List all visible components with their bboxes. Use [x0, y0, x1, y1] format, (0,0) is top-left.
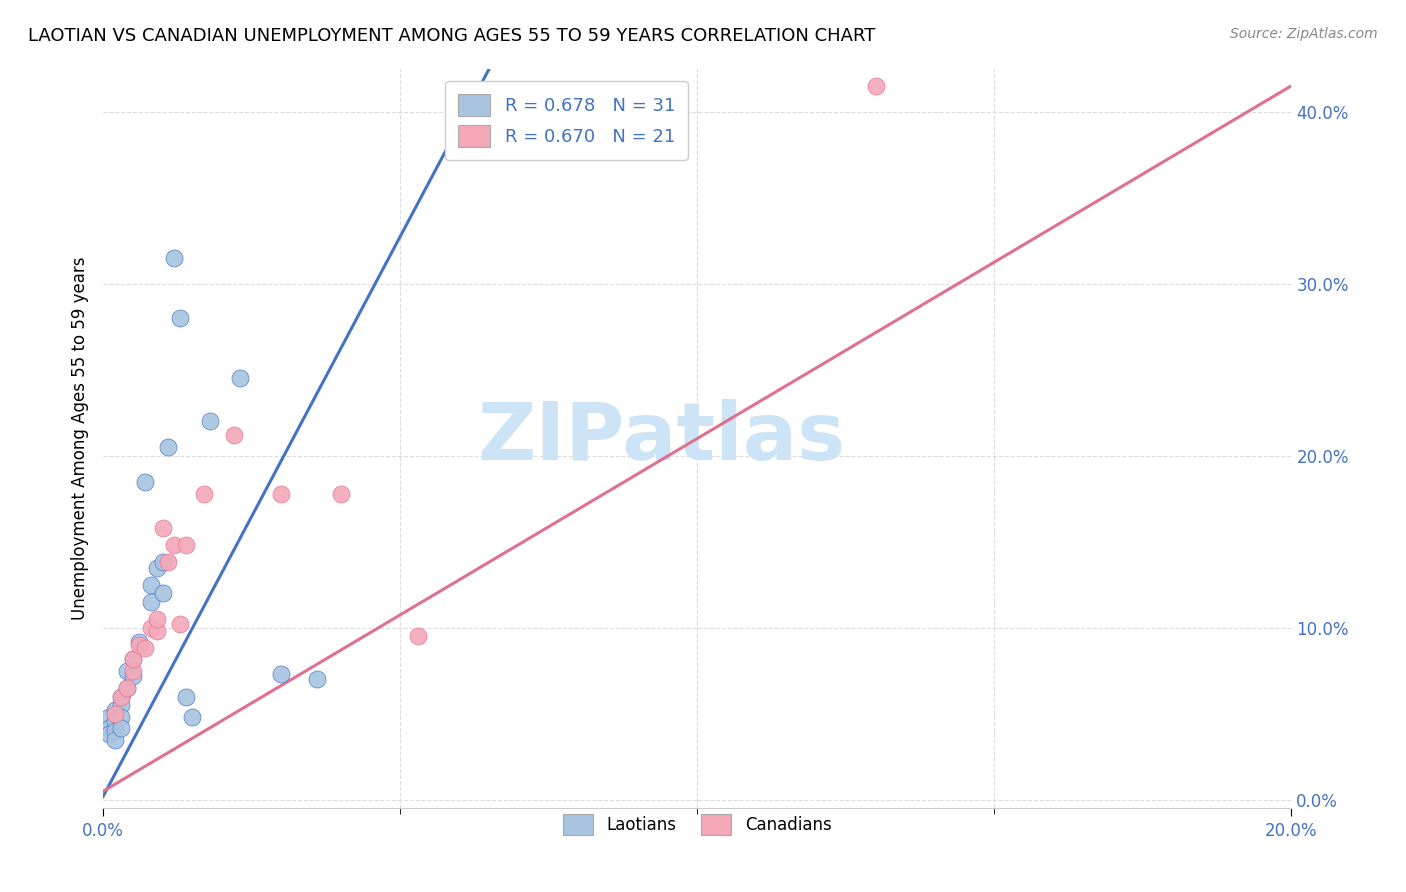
Point [104, 714, 127, 728]
Point [104, 724, 127, 739]
Point [865, 78, 887, 93]
Point [198, 414, 221, 428]
Point [222, 428, 245, 442]
Point [270, 667, 292, 681]
Point [163, 251, 186, 265]
Point [145, 624, 167, 639]
Point [152, 521, 174, 535]
Point [104, 732, 127, 747]
Point [176, 538, 198, 552]
Point [121, 664, 143, 678]
Point [104, 706, 127, 721]
Point [163, 538, 186, 552]
Point [128, 634, 150, 648]
Point [157, 555, 180, 569]
Point [134, 475, 156, 489]
Point [176, 690, 198, 704]
Point [152, 555, 174, 569]
Point [134, 641, 156, 656]
Point [121, 669, 143, 683]
Point [181, 710, 204, 724]
Point [139, 621, 162, 635]
Point [145, 612, 167, 626]
Point [128, 638, 150, 652]
Point [115, 681, 138, 695]
Point [193, 486, 215, 500]
Point [139, 595, 162, 609]
Point [110, 690, 132, 704]
Point [121, 651, 143, 665]
Point [270, 486, 292, 500]
Point [115, 664, 138, 678]
Point [145, 560, 167, 574]
Point [115, 681, 138, 695]
Point [110, 710, 132, 724]
Point [169, 617, 191, 632]
Point [110, 698, 132, 713]
Point [406, 629, 429, 643]
Point [121, 651, 143, 665]
Point [329, 486, 352, 500]
Point [157, 440, 180, 454]
Point [98, 721, 121, 735]
Point [229, 371, 252, 385]
Point [110, 690, 132, 704]
Point [169, 311, 191, 326]
Y-axis label: Unemployment Among Ages 55 to 59 years: Unemployment Among Ages 55 to 59 years [72, 257, 89, 620]
Point [152, 586, 174, 600]
Point [305, 673, 328, 687]
Text: ZIPatlas: ZIPatlas [478, 400, 846, 477]
Text: LAOTIAN VS CANADIAN UNEMPLOYMENT AMONG AGES 55 TO 59 YEARS CORRELATION CHART: LAOTIAN VS CANADIAN UNEMPLOYMENT AMONG A… [28, 27, 876, 45]
Point [104, 703, 127, 717]
Text: Source: ZipAtlas.com: Source: ZipAtlas.com [1230, 27, 1378, 41]
Point [98, 710, 121, 724]
Legend: Laotians, Canadians: Laotians, Canadians [553, 805, 842, 845]
Point [139, 578, 162, 592]
Point [98, 727, 121, 741]
Point [110, 721, 132, 735]
